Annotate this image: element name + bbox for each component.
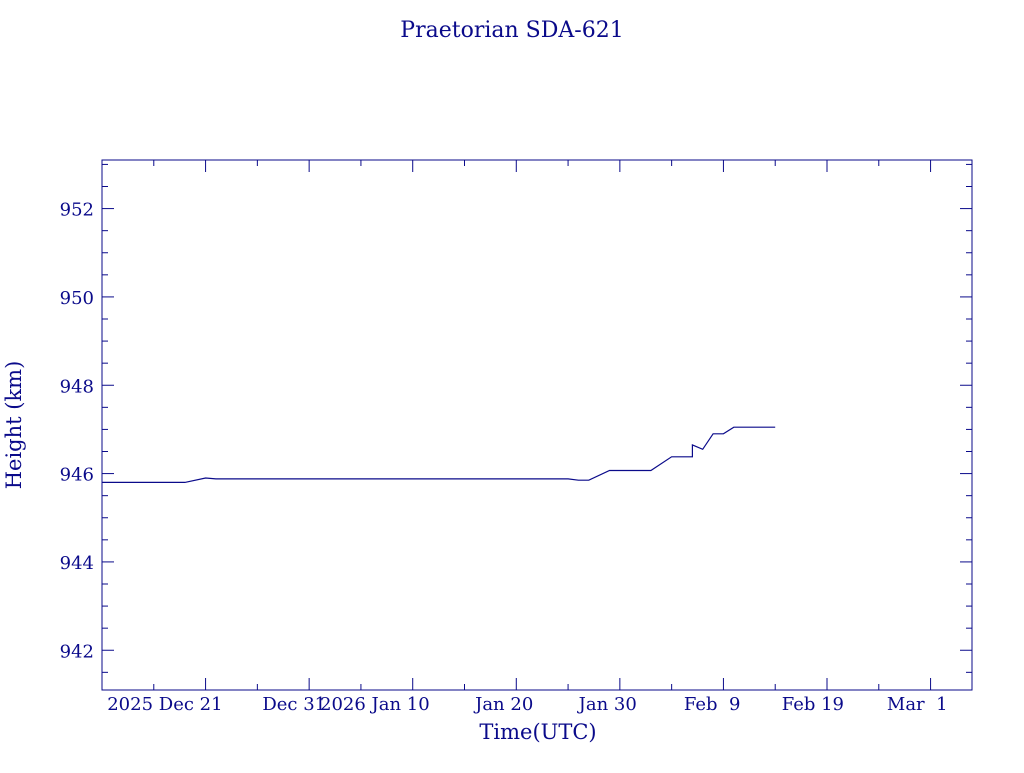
y-tick-label: 946 <box>60 465 94 486</box>
x-tick-label: Jan 20 <box>473 694 533 715</box>
y-axis-tick-labels: 942 944 946 948 950 952 <box>60 200 94 663</box>
y-axis-label: Height (km) <box>2 361 26 490</box>
x-tick-label: Feb 19 <box>782 694 844 715</box>
chart-title: Praetorian SDA-621 <box>400 18 623 43</box>
y-tick-label: 952 <box>60 200 94 221</box>
x-tick-label: Dec 31 <box>262 694 326 715</box>
y-tick-label: 942 <box>60 641 94 662</box>
x-tick-label: Mar 1 <box>887 694 948 715</box>
y-tick-label: 950 <box>60 288 94 309</box>
y-tick-label: 944 <box>60 553 94 574</box>
x-axis-label: Time(UTC) <box>479 720 596 744</box>
height-series-line <box>102 426 776 483</box>
y-tick-label: 948 <box>60 376 94 397</box>
y-axis-ticks <box>102 163 972 673</box>
x-tick-label: Feb 9 <box>684 694 741 715</box>
x-tick-label: Jan 30 <box>577 694 637 715</box>
x-axis-ticks <box>101 160 932 690</box>
x-tick-label: 2026 Jan 10 <box>320 694 430 715</box>
plot-frame <box>101 159 973 691</box>
x-tick-label: 2025 Dec 21 <box>107 694 222 715</box>
